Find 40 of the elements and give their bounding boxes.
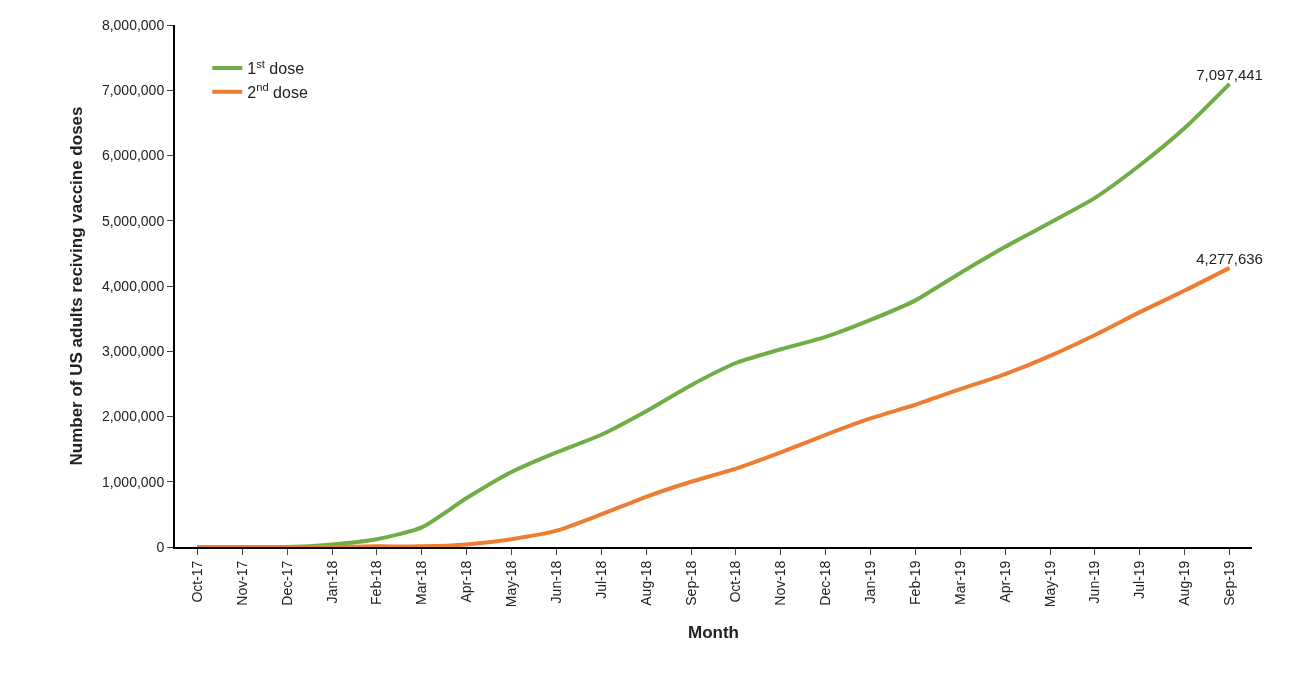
x-tick-label: Feb-18 (368, 560, 385, 605)
x-tick-label: Feb-19 (906, 560, 923, 605)
x-tick-label: Nov-17 (233, 560, 250, 606)
y-tick-label: 4,000,000 (101, 277, 165, 294)
x-tick-label: Aug-18 (637, 560, 654, 606)
y-tick-label: 0 (156, 538, 165, 555)
x-tick-label: Apr-19 (996, 560, 1013, 603)
x-tick-label: Jul-19 (1131, 560, 1148, 599)
data-label: 7,097,441 (1196, 66, 1263, 84)
data-label: 4,277,636 (1196, 250, 1263, 268)
x-tick-label: Sep-18 (682, 560, 699, 606)
y-tick-label: 1,000,000 (101, 473, 165, 490)
x-tick-label: Dec-18 (817, 560, 834, 606)
x-tick-label: Jun-19 (1086, 560, 1103, 604)
x-tick-label: Dec-17 (278, 560, 295, 606)
x-tick-label: Jan-18 (323, 560, 340, 604)
legend-label: 2$^{nd}$ dose (247, 81, 308, 102)
x-tick-label: May-18 (503, 560, 520, 608)
x-tick-label: Sep-19 (1221, 560, 1238, 606)
y-tick-label: 5,000,000 (101, 212, 165, 229)
x-tick-label: May-19 (1041, 560, 1058, 608)
y-tick-label: 7,000,000 (101, 82, 165, 99)
x-tick-label: Apr-18 (458, 560, 475, 603)
x-tick-label: Nov-18 (772, 560, 789, 606)
y-tick-label: 8,000,000 (101, 16, 165, 33)
y-tick-label: 2,000,000 (101, 408, 165, 425)
x-tick-label: Aug-19 (1176, 560, 1193, 606)
y-tick-label: 3,000,000 (101, 343, 165, 360)
x-tick-label: Mar-18 (413, 560, 430, 605)
y-axis-title: Number of US adults reciving vaccine doses (66, 106, 86, 466)
legend-label: 1$^{st}$ dose (247, 57, 305, 78)
y-tick-label: 6,000,000 (101, 147, 165, 164)
x-tick-label: Oct-17 (188, 560, 205, 603)
x-axis-title: Month (688, 623, 739, 643)
line-series (195, 265, 1232, 547)
x-tick-label: Jun-18 (547, 560, 564, 604)
x-tick-label: Oct-18 (727, 560, 744, 603)
x-tick-label: Jul-18 (592, 560, 609, 599)
x-tick-label: Mar-19 (951, 560, 968, 605)
x-tick-label: Jan-19 (862, 560, 879, 604)
